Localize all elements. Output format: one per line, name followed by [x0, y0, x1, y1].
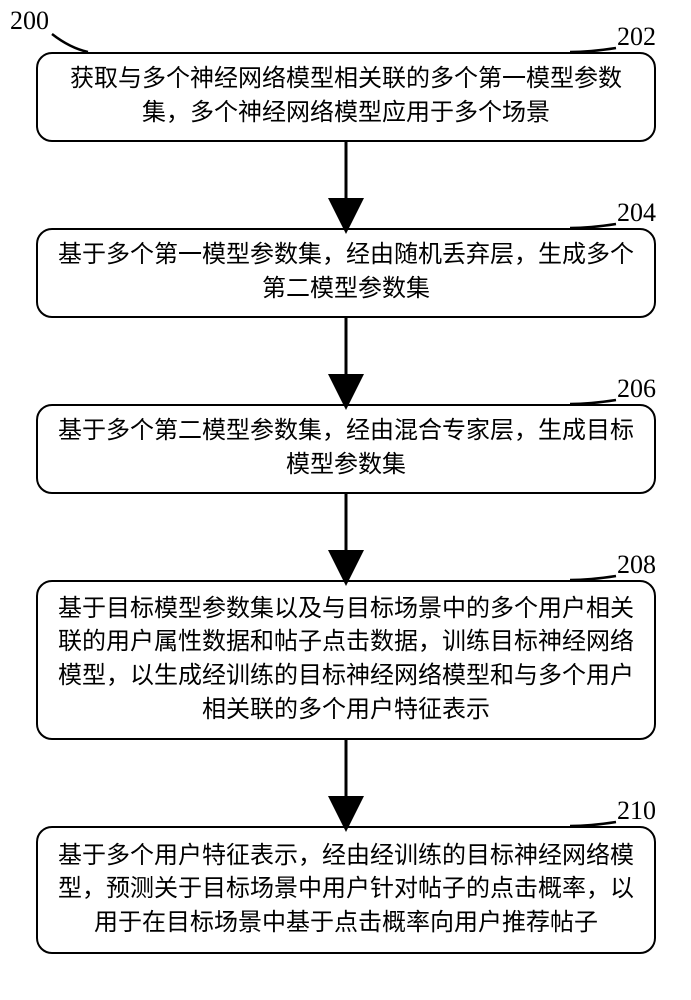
step-text-202: 获取与多个神经网络模型相关联的多个第一模型参数集，多个神经网络模型应用于多个场景 [50, 63, 642, 130]
step-box-204: 基于多个第一模型参数集，经由随机丢弃层，生成多个第二模型参数集 [36, 228, 656, 318]
step-text-210: 基于多个用户特征表示，经由经训练的目标神经网络模型，预测关于目标场景中用户针对帖… [50, 840, 642, 941]
figure-main-label: 200 [10, 6, 49, 36]
step-label-204: 204 [617, 198, 656, 228]
step-box-208: 基于目标模型参数集以及与目标场景中的多个用户相关联的用户属性数据和帖子点击数据，… [36, 580, 656, 740]
step-text-206: 基于多个第二模型参数集，经由混合专家层，生成目标模型参数集 [50, 415, 642, 482]
step-text-204: 基于多个第一模型参数集，经由随机丢弃层，生成多个第二模型参数集 [50, 239, 642, 306]
step-box-202: 获取与多个神经网络模型相关联的多个第一模型参数集，多个神经网络模型应用于多个场景 [36, 52, 656, 142]
step-box-210: 基于多个用户特征表示，经由经训练的目标神经网络模型，预测关于目标场景中用户针对帖… [36, 826, 656, 954]
step-box-206: 基于多个第二模型参数集，经由混合专家层，生成目标模型参数集 [36, 404, 656, 494]
step-label-202: 202 [617, 22, 656, 52]
step-text-208: 基于目标模型参数集以及与目标场景中的多个用户相关联的用户属性数据和帖子点击数据，… [50, 593, 642, 727]
flowchart-container: 200 202 204 206 208 210 获取与多个神经网络模型相关联的多… [0, 0, 691, 1000]
step-label-210: 210 [617, 796, 656, 826]
step-label-208: 208 [617, 550, 656, 580]
step-label-206: 206 [617, 374, 656, 404]
